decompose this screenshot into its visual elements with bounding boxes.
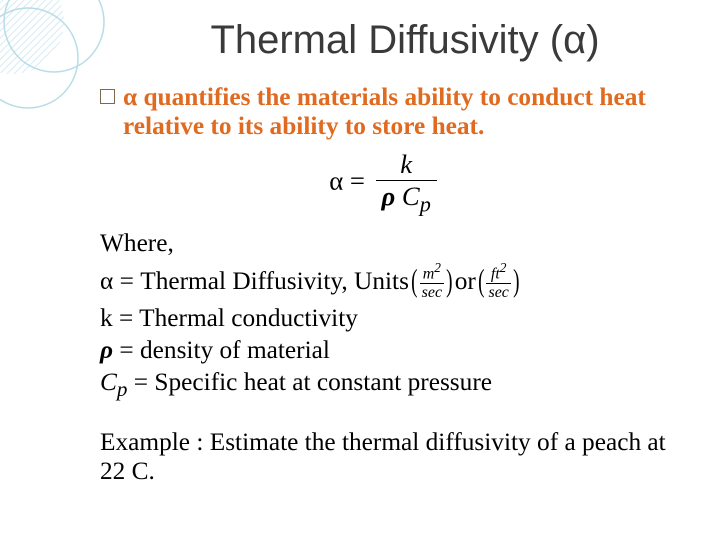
bullet-body: quantifies the materials ability to cond… — [123, 83, 646, 140]
example-text: Example : Estimate the thermal diffusivi… — [100, 428, 670, 486]
cp-symbol: Cp — [100, 368, 127, 396]
definitions-block: Where, α = Thermal Diffusivity, Units ( … — [100, 229, 670, 402]
lparen-icon: ( — [411, 268, 417, 294]
title-pre: Thermal Diffusivity ( — [210, 18, 563, 62]
equation-fraction: k ρ Cp — [376, 149, 437, 217]
rho-symbol: ρ — [100, 336, 113, 364]
highlight-text: α quantifies the materials ability to co… — [123, 83, 670, 141]
unit2-frac: ft2 sec — [486, 261, 510, 301]
cp-rest: = Specific heat at constant pressure — [127, 368, 492, 396]
unit1-frac: m2 sec — [420, 261, 444, 301]
def-cp: Cp = Specific heat at constant pressure — [100, 368, 670, 402]
eq-den-rho: ρ — [382, 181, 396, 211]
unit2-num: ft2 — [486, 261, 510, 283]
slide-content: Thermal Diffusivity (α) α quantifies the… — [0, 0, 720, 516]
eq-den-c: C — [395, 181, 419, 211]
equation: α = k ρ Cp — [100, 149, 670, 217]
title-symbol: α — [563, 18, 586, 62]
bullet-symbol: α — [123, 83, 143, 111]
equation-numerator: k — [376, 149, 437, 181]
def-alpha-pre: α = Thermal Diffusivity, Units — [100, 267, 409, 296]
slide-title: Thermal Diffusivity (α) — [140, 18, 670, 63]
unit1-num: m2 — [420, 261, 444, 283]
rparen-icon: ) — [446, 268, 452, 294]
rparen2-icon: ) — [513, 268, 519, 294]
unit-or: or — [455, 267, 476, 296]
def-k: k = Thermal conductivity — [100, 304, 670, 333]
unit2-wrap: ( ft2 sec ) — [476, 261, 522, 301]
lparen2-icon: ( — [478, 268, 484, 294]
def-alpha: α = Thermal Diffusivity, Units ( m2 sec … — [100, 261, 670, 301]
bullet-square-icon — [100, 89, 115, 104]
unit2-den: sec — [486, 284, 510, 302]
main-statement: α quantifies the materials ability to co… — [100, 83, 670, 141]
def-rho: ρ = density of material — [100, 336, 670, 365]
unit1-wrap: ( m2 sec ) — [409, 261, 455, 301]
rho-rest: = density of material — [113, 336, 330, 364]
eq-den-sub: p — [420, 191, 431, 216]
title-post: ) — [586, 18, 599, 62]
equation-lhs: α = — [329, 165, 371, 195]
equation-denominator: ρ Cp — [376, 181, 437, 217]
unit1-den: sec — [420, 284, 444, 302]
where-label: Where, — [100, 229, 670, 258]
